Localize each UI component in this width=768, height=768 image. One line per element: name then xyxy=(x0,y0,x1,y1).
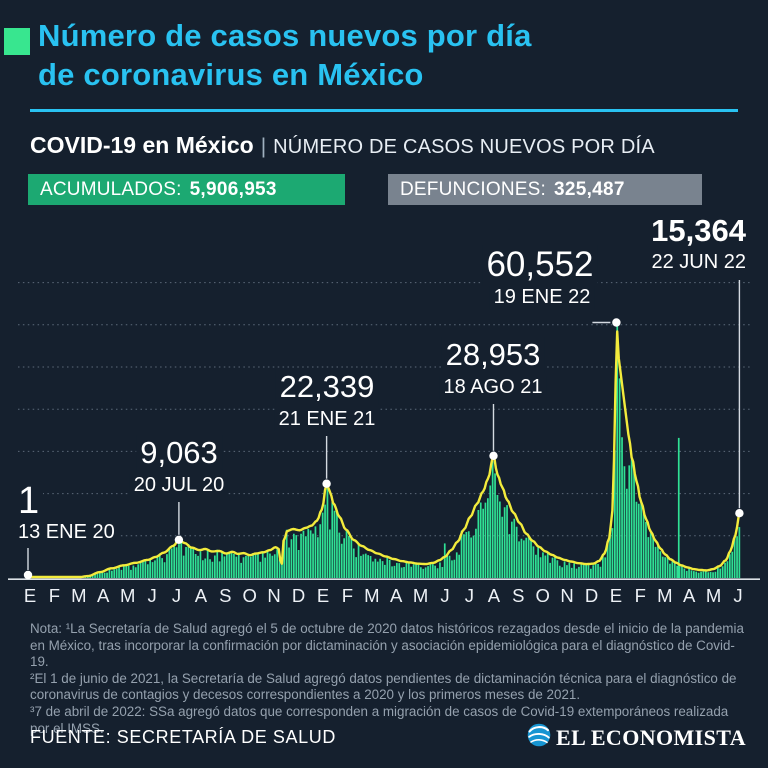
title-accent-square xyxy=(4,28,30,55)
svg-text:M: M xyxy=(71,585,86,606)
svg-text:N: N xyxy=(560,585,573,606)
chart-subtitle-rest: NÚMERO DE CASOS NUEVOS POR DÍA xyxy=(273,136,655,158)
subtitle-separator: | xyxy=(260,135,267,158)
annotation-first-case-date: 13 ENE 20 xyxy=(14,521,119,544)
svg-text:A: A xyxy=(195,585,208,606)
svg-text:J: J xyxy=(147,585,156,606)
svg-text:A: A xyxy=(683,585,696,606)
svg-text:S: S xyxy=(512,585,524,606)
page-title: Número de casos nuevos por día de corona… xyxy=(38,16,738,94)
annotation-wave1-date: 20 JUL 20 xyxy=(129,474,229,497)
annotation-wave3-date: 18 AGO 21 xyxy=(439,376,547,399)
deaths-badge: DEFUNCIONES: 325,487 xyxy=(388,174,702,205)
annotation-wave4-value: 60,552 xyxy=(482,245,598,285)
publisher-brand: EL ECONOMISTA xyxy=(527,723,746,752)
svg-text:S: S xyxy=(219,585,231,606)
svg-text:O: O xyxy=(536,585,550,606)
svg-text:M: M xyxy=(120,585,135,606)
svg-text:E: E xyxy=(24,585,36,606)
svg-text:J: J xyxy=(172,585,181,606)
deaths-value: 325,487 xyxy=(553,178,625,200)
svg-text:E: E xyxy=(610,585,622,606)
annotation-wave1-value: 9,063 xyxy=(136,435,222,471)
source-label: FUENTE: SECRETARÍA DE SALUD xyxy=(30,727,336,747)
publisher-brand-name: EL ECONOMISTA xyxy=(556,724,746,750)
el-economista-logo-icon xyxy=(527,723,551,752)
chart-subtitle: COVID-19 en México | NÚMERO DE CASOS NUEVO… xyxy=(30,132,750,159)
svg-text:E: E xyxy=(317,585,329,606)
deaths-label: DEFUNCIONES: xyxy=(400,178,546,200)
svg-text:M: M xyxy=(706,585,721,606)
svg-text:A: A xyxy=(97,585,110,606)
accumulated-cases-badge: ACUMULADOS: 5,906,953 xyxy=(28,174,345,205)
footnote-1: Nota: ¹La Secretaría de Salud agregó el … xyxy=(30,621,744,670)
accumulated-value: 5,906,953 xyxy=(189,178,277,200)
svg-text:D: D xyxy=(585,585,598,606)
annotation-latest-date: 22 JUN 22 xyxy=(647,251,750,274)
svg-text:N: N xyxy=(267,585,280,606)
footnote-2: ²El 1 de junio de 2021, la Secretaría de… xyxy=(30,670,737,703)
svg-text:A: A xyxy=(488,585,501,606)
page-title-line2: de coronavirus en México xyxy=(38,57,424,92)
svg-text:M: M xyxy=(657,585,672,606)
svg-text:D: D xyxy=(292,585,305,606)
annotation-latest-value: 15,364 xyxy=(647,213,750,249)
annotation-wave3-value: 28,953 xyxy=(441,337,545,373)
svg-text:F: F xyxy=(49,585,60,606)
footnotes: Nota: ¹La Secretaría de Salud agregó el … xyxy=(30,621,746,737)
svg-text:J: J xyxy=(465,585,474,606)
svg-text:J: J xyxy=(440,585,449,606)
annotation-wave2-date: 21 ENE 21 xyxy=(274,408,380,431)
title-underline xyxy=(30,109,738,112)
page-title-line1: Número de casos nuevos por día xyxy=(38,18,532,53)
svg-text:F: F xyxy=(635,585,646,606)
svg-text:J: J xyxy=(733,585,742,606)
accumulated-label: ACUMULADOS: xyxy=(40,178,182,200)
svg-text:A: A xyxy=(390,585,403,606)
svg-text:M: M xyxy=(364,585,379,606)
annotation-wave4-date: 19 ENE 22 xyxy=(489,286,595,309)
svg-text:F: F xyxy=(342,585,353,606)
annotation-wave2-value: 22,339 xyxy=(275,369,379,405)
svg-text:M: M xyxy=(413,585,428,606)
footnote-3: ³7 de abril de 2022: SSa agregó datos qu… xyxy=(30,703,729,736)
svg-text:O: O xyxy=(243,585,257,606)
chart-subtitle-bold: COVID-19 en México xyxy=(30,132,254,158)
annotation-first-case-value: 1 xyxy=(14,480,44,523)
